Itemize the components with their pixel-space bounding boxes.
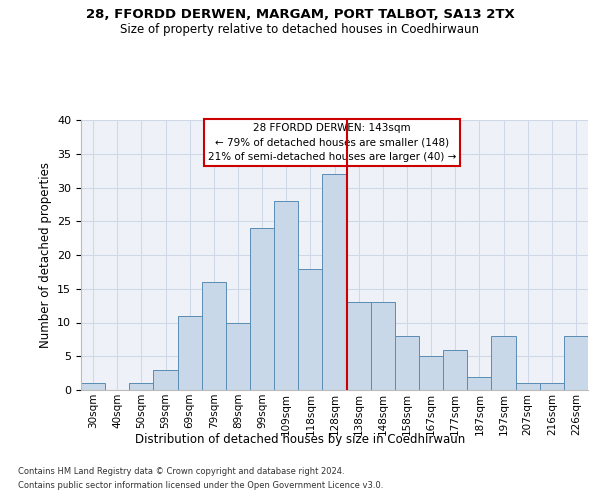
Bar (226, 322, 250, 390)
Bar (347, 302, 371, 390)
Bar (419, 356, 443, 390)
Text: Contains HM Land Registry data © Crown copyright and database right 2024.: Contains HM Land Registry data © Crown c… (18, 468, 344, 476)
Text: 28, FFORDD DERWEN, MARGAM, PORT TALBOT, SA13 2TX: 28, FFORDD DERWEN, MARGAM, PORT TALBOT, … (86, 8, 514, 20)
Bar (515, 383, 540, 390)
Bar (154, 370, 178, 390)
Y-axis label: Number of detached properties: Number of detached properties (38, 162, 52, 348)
Bar (178, 316, 202, 390)
Bar (564, 336, 588, 390)
Text: Size of property relative to detached houses in Coedhirwaun: Size of property relative to detached ho… (121, 22, 479, 36)
Bar (371, 302, 395, 390)
Bar (129, 383, 154, 390)
Bar (467, 376, 491, 390)
Bar (274, 201, 298, 390)
Text: Distribution of detached houses by size in Coedhirwaun: Distribution of detached houses by size … (135, 432, 465, 446)
Bar (540, 383, 564, 390)
Bar (395, 336, 419, 390)
Text: Contains public sector information licensed under the Open Government Licence v3: Contains public sector information licen… (18, 481, 383, 490)
Text: 28 FFORDD DERWEN: 143sqm
← 79% of detached houses are smaller (148)
21% of semi-: 28 FFORDD DERWEN: 143sqm ← 79% of detach… (208, 122, 456, 162)
Bar (443, 350, 467, 390)
Bar (298, 268, 322, 390)
Bar (81, 383, 105, 390)
Bar (491, 336, 515, 390)
Bar (202, 282, 226, 390)
Bar (322, 174, 347, 390)
Bar (250, 228, 274, 390)
